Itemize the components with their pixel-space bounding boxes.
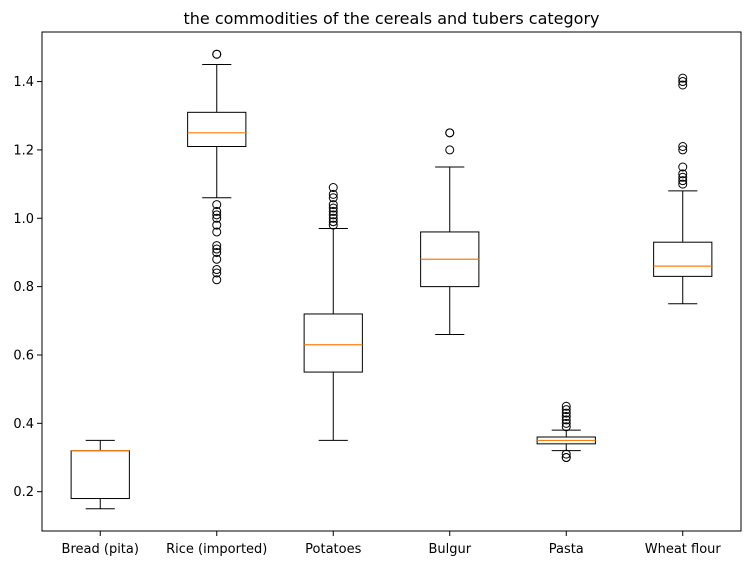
outlier-point <box>678 162 688 172</box>
outlier-point <box>678 176 688 186</box>
axes: 0.2 0.4 0.6 0.8 1.0 1.2 1.4 Bread (pita) Rice (i… <box>13 75 721 557</box>
x-tick-label: Pasta <box>549 542 584 557</box>
outlier-point <box>445 145 455 155</box>
outlier-point <box>678 80 688 90</box>
outlier-point <box>328 220 338 230</box>
outlier-point <box>212 244 222 254</box>
x-tick-label: Potatoes <box>305 542 361 557</box>
box-potatoes <box>303 183 363 441</box>
outlier-point <box>212 265 222 275</box>
outlier-point <box>561 453 571 463</box>
outlier-point <box>328 203 338 213</box>
outlier-point <box>328 213 338 223</box>
outlier-point <box>328 193 338 203</box>
y-tick-label: 0.6 <box>13 348 34 363</box>
outlier-point <box>212 49 222 59</box>
y-tick-label: 1.2 <box>13 143 34 158</box>
outlier-point <box>212 213 222 223</box>
outlier-point <box>212 210 222 220</box>
y-tick-label: 0.2 <box>13 485 34 500</box>
outlier-point <box>678 141 688 151</box>
outlier-point <box>561 401 571 411</box>
iqr-box <box>303 313 363 373</box>
box-bread-pita <box>70 439 130 510</box>
outlier-point <box>561 412 571 422</box>
outlier-point <box>212 200 222 210</box>
outlier-point <box>678 73 688 83</box>
y-tick-label: 0.4 <box>13 417 34 432</box>
outlier-point <box>328 189 338 199</box>
outlier-point <box>561 422 571 432</box>
outlier-point <box>678 179 688 189</box>
outlier-point <box>328 183 338 193</box>
box-wheat-flour <box>653 73 713 305</box>
chart-title: the commodities of the cereals and tuber… <box>183 9 599 28</box>
axes-frame <box>41 31 742 532</box>
box-pasta <box>536 401 596 463</box>
outlier-point <box>212 206 222 216</box>
outlier-point <box>678 77 688 87</box>
y-tick-label: 1.0 <box>13 212 34 227</box>
y-tick-label: 0.8 <box>13 280 34 295</box>
plot-area <box>70 49 713 510</box>
x-tick-label: Bread (pita) <box>62 542 139 557</box>
outlier-point <box>212 268 222 278</box>
iqr-box <box>653 241 713 277</box>
outlier-point <box>212 241 222 251</box>
box-bulgur <box>420 128 480 335</box>
outlier-point <box>328 217 338 227</box>
outlier-point <box>561 415 571 425</box>
outlier-point <box>561 408 571 418</box>
outlier-point <box>328 210 338 220</box>
outlier-point <box>678 145 688 155</box>
outlier-point <box>561 449 571 459</box>
outlier-point <box>561 418 571 428</box>
iqr-box <box>187 111 247 147</box>
outlier-point <box>445 128 455 138</box>
outlier-point <box>212 227 222 237</box>
x-tick-label: Rice (imported) <box>166 542 267 557</box>
outlier-point <box>212 220 222 230</box>
outlier-point <box>328 206 338 216</box>
x-tick-label: Wheat flour <box>645 542 722 557</box>
outlier-point <box>212 254 222 264</box>
outlier-point <box>678 169 688 179</box>
y-tick-label: 1.4 <box>13 75 34 90</box>
outlier-point <box>212 247 222 257</box>
outlier-point <box>328 200 338 210</box>
box-rice-imported <box>187 49 247 285</box>
outlier-point <box>212 275 222 285</box>
outlier-point <box>561 405 571 415</box>
iqr-box <box>70 450 130 500</box>
outlier-point <box>678 172 688 182</box>
x-tick-label: Bulgur <box>428 542 471 557</box>
